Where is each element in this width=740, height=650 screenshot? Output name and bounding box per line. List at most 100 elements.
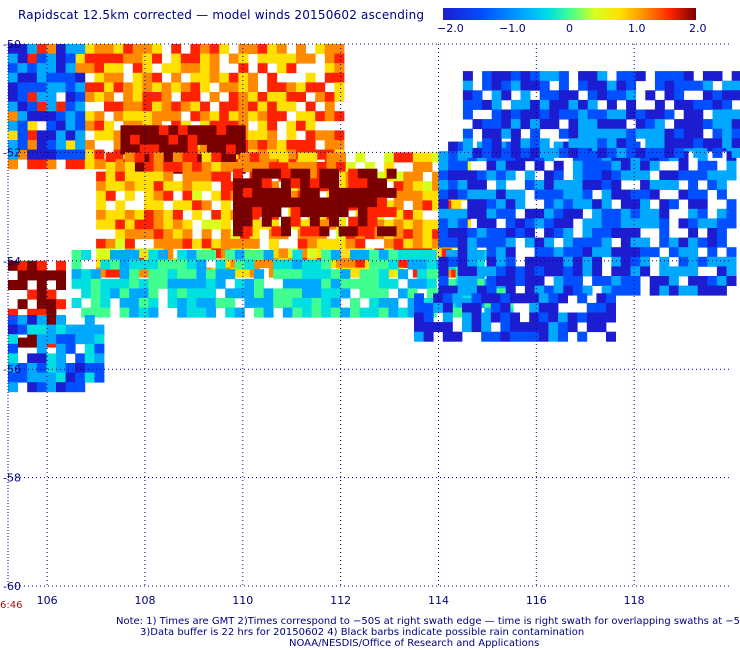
wind-cell-central-south (426, 259, 437, 270)
wind-cell-central-south (119, 307, 130, 318)
wind-cell-central-band (316, 162, 327, 172)
wind-cell-central-south (196, 307, 207, 318)
wind-cell-northwest (276, 101, 287, 112)
wind-cell-southeast-scatter (548, 331, 559, 342)
wind-cell-east-band (620, 276, 631, 286)
wind-cell-northwest-edge (17, 140, 28, 150)
wind-cell-northwest-core (187, 134, 198, 145)
wind-cell-central-band (384, 267, 395, 278)
wind-cell-central-core (357, 178, 368, 189)
wind-cell-east-band (515, 276, 526, 286)
wind-cell-central-south (426, 278, 437, 289)
wind-cell-east-scatter (616, 80, 627, 91)
wind-cell-southeast-scatter (500, 302, 511, 313)
wind-cell-central-band (115, 200, 126, 211)
wind-cell-central-band (336, 258, 347, 268)
wind-cell-east-scatter (462, 80, 473, 91)
wind-cell-east-scatter (693, 99, 704, 110)
wind-cell-northwest-core (120, 125, 131, 136)
wind-cell-west-edge (27, 337, 38, 348)
wind-cell-northwest (296, 140, 306, 150)
wind-cell-northwest-edge (8, 140, 18, 150)
wind-cell-east-band (486, 256, 497, 267)
wind-cell-central-south (177, 269, 188, 280)
wind-cell-central-south (311, 298, 322, 308)
wind-cell-central-south (186, 269, 197, 280)
wind-cell-central-core (377, 197, 387, 208)
wind-cell-central-south (254, 307, 264, 318)
wind-cell-east-scatter (674, 147, 685, 158)
wind-cell-east-band (486, 276, 497, 286)
wind-cell-central-south (196, 278, 207, 289)
wind-cell-east-band (457, 237, 468, 248)
wind-cell-northwest-edge (56, 44, 66, 54)
wind-cell-northwest-core (206, 134, 217, 145)
wind-cell-northwest (180, 101, 191, 112)
wind-cell-northwest (209, 72, 220, 83)
wind-cell-east-band (476, 208, 487, 219)
wind-cell-east-band (592, 208, 603, 219)
wind-cell-central-south (129, 298, 140, 308)
wind-cell-northwest (276, 44, 287, 54)
wind-cell-northwest-core (130, 163, 141, 174)
wind-cell-central-south (263, 307, 274, 318)
wind-cell-central-south (426, 250, 437, 260)
wind-cell-central-south (71, 269, 82, 280)
wind-cell-east-band (716, 218, 727, 229)
wind-cell-east-band (476, 228, 487, 238)
wind-cell-east-scatter (568, 138, 579, 149)
wind-cell-northwest (94, 92, 105, 102)
wind-cell-central-south (225, 288, 236, 299)
wind-cell-east-band (524, 256, 535, 267)
wind-cell-east-scatter (722, 99, 733, 110)
wind-cell-east-scatter (702, 138, 713, 149)
wind-cell-central-south (81, 288, 92, 299)
wind-cell-northwest (161, 63, 172, 74)
wind-cell-east-band (572, 199, 583, 210)
wind-cell-central-south (359, 250, 370, 260)
wind-cell-central-south (244, 288, 255, 299)
wind-cell-east-scatter (674, 128, 685, 139)
wind-cell-east-scatter (482, 128, 493, 139)
wind-cell-east-band (486, 208, 497, 219)
wind-cell-east-band (582, 160, 593, 171)
wind-cell-east-scatter (482, 99, 493, 110)
wind-cell-southeast-scatter (423, 331, 434, 342)
wind-cell-northwest-edge (56, 63, 66, 74)
wind-cell-central-band (307, 162, 318, 172)
wind-cell-southeast-scatter (433, 293, 444, 304)
wind-cell-central-south (158, 259, 168, 270)
wind-cell-east-band (486, 170, 497, 181)
wind-cell-east-band (448, 218, 459, 229)
wind-cell-central-core (300, 197, 311, 208)
wind-cell-central-south (378, 278, 389, 289)
wind-cell-east-band (620, 256, 631, 267)
wind-cell-central-south (388, 259, 399, 270)
wind-cell-central-core (281, 168, 291, 179)
wind-cell-east-band (620, 160, 631, 171)
wind-cell-east-band (697, 218, 708, 229)
wind-cell-central-south (119, 250, 130, 260)
wind-cell-northwest (238, 63, 249, 74)
wind-cell-northwest-edge (36, 82, 47, 93)
wind-cell-east-scatter (530, 109, 541, 120)
wind-cell-central-band (153, 229, 164, 240)
wind-cell-east-band (572, 189, 583, 200)
wind-cell-east-band (534, 237, 545, 248)
wind-cell-central-south (330, 307, 341, 318)
wind-cell-east-band (544, 208, 555, 219)
wind-cell-east-band (438, 208, 449, 219)
wind-cell-southeast-scatter (510, 322, 520, 333)
wind-cell-central-south (254, 288, 264, 299)
wind-cell-northwest-core (178, 134, 189, 145)
wind-cell-east-scatter (722, 90, 733, 101)
wind-cell-central-south (206, 288, 216, 299)
wind-cell-central-band (172, 229, 183, 240)
wind-cell-central-south (359, 278, 370, 289)
wind-cell-central-band (115, 219, 126, 230)
wind-cell-east-scatter (530, 147, 541, 158)
wind-cell-central-south (158, 278, 168, 289)
wind-cell-central-band (134, 219, 145, 230)
wind-cell-central-south (369, 307, 380, 318)
wind-cell-east-scatter (462, 109, 473, 120)
